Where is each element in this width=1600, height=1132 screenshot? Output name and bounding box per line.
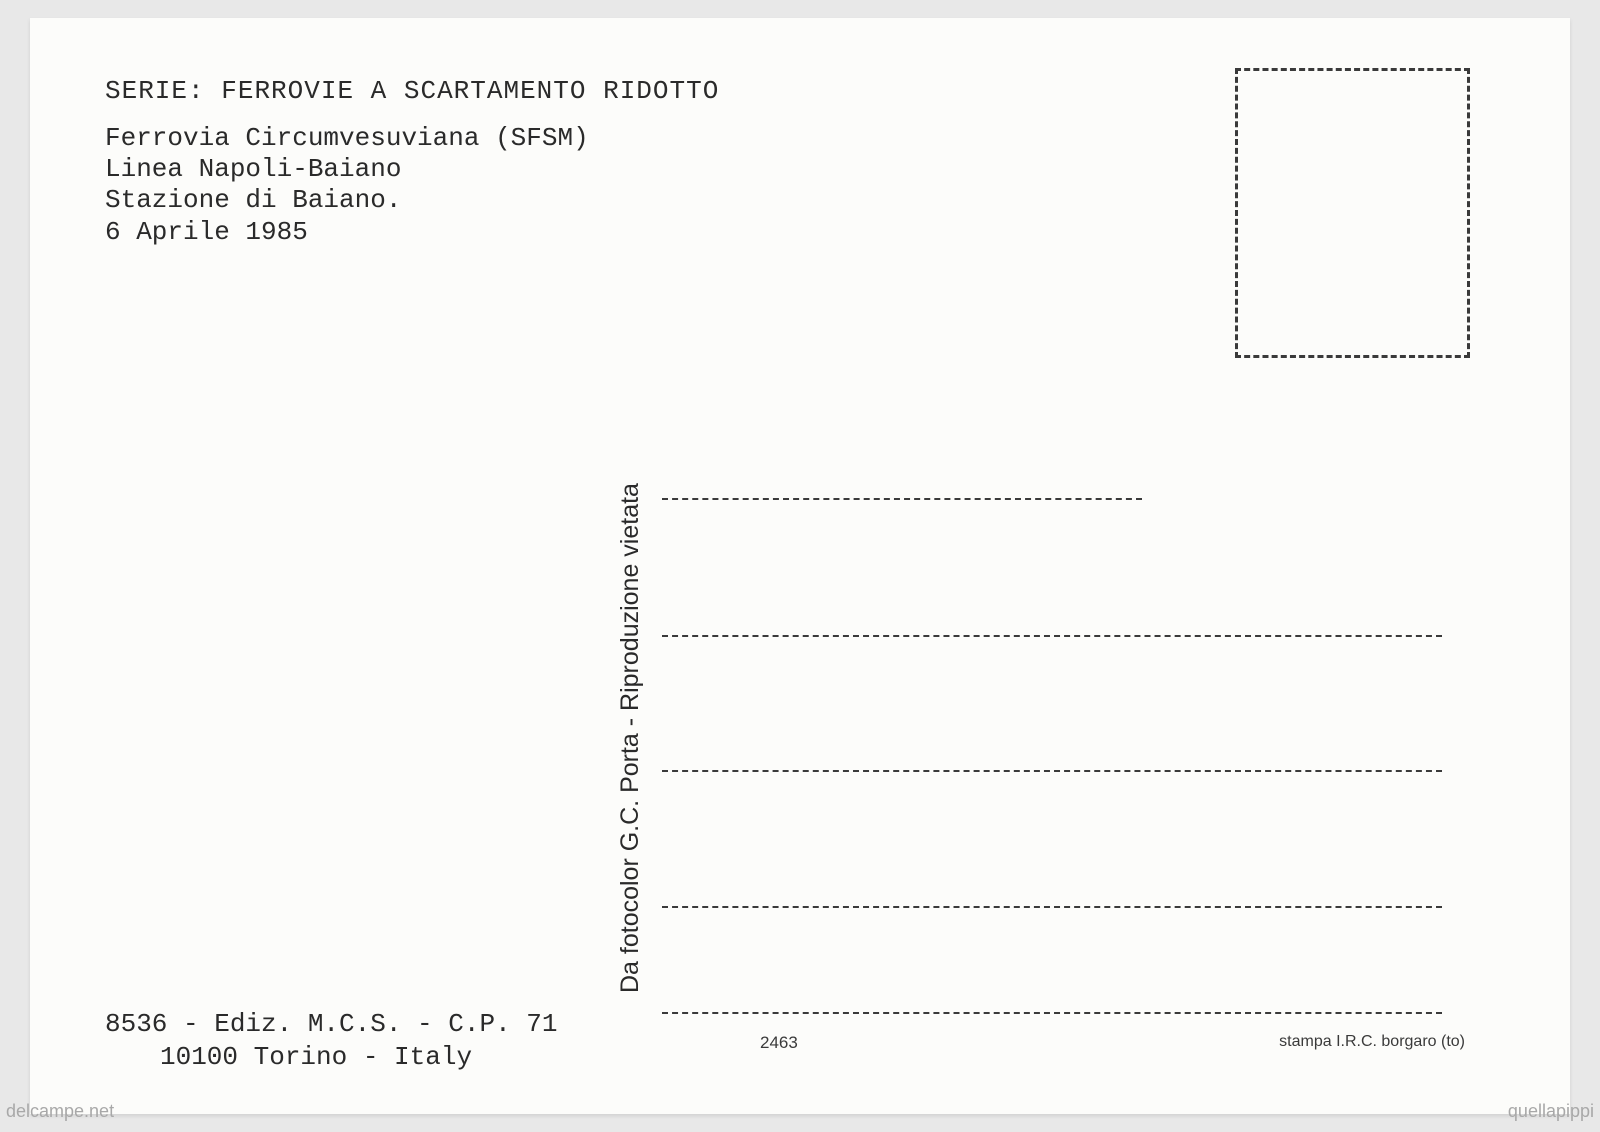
address-line [662,770,1442,772]
publisher-line: 10100 Torino - Italy [105,1041,557,1074]
publisher-line: 8536 - Ediz. M.C.S. - C.P. 71 [105,1008,557,1041]
photo-credit-vertical: Da fotocolor G.C. Porta - Riproduzione v… [616,483,645,993]
series-title: SERIE: FERROVIE A SCARTAMENTO RIDOTTO [105,76,719,106]
description-line: Ferrovia Circumvesuviana (SFSM) [105,123,589,154]
address-line [662,498,1142,500]
stamp-border-left [1235,68,1238,358]
stamp-placeholder [1235,68,1470,358]
postcard-back: SERIE: FERROVIE A SCARTAMENTO RIDOTTO Fe… [30,18,1570,1114]
publisher-block: 8536 - Ediz. M.C.S. - C.P. 71 10100 Tori… [105,1008,557,1073]
description-line: 6 Aprile 1985 [105,217,589,248]
serial-number: 2463 [760,1033,798,1053]
stamp-border-right [1467,68,1470,358]
watermark-left: delcampe.net [6,1101,114,1122]
printer-info: stampa I.R.C. borgaro (to) [1279,1033,1465,1051]
address-line [662,635,1442,637]
stamp-border-top [1235,68,1470,71]
watermark-right: quellapippi [1508,1101,1594,1122]
description-block: Ferrovia Circumvesuviana (SFSM) Linea Na… [105,123,589,248]
address-line [662,906,1442,908]
description-line: Stazione di Baiano. [105,185,589,216]
description-line: Linea Napoli-Baiano [105,154,589,185]
series-name: FERROVIE A SCARTAMENTO RIDOTTO [221,76,719,106]
stamp-border-bottom [1235,355,1470,358]
address-line [662,1012,1442,1014]
series-label: SERIE: [105,76,205,106]
